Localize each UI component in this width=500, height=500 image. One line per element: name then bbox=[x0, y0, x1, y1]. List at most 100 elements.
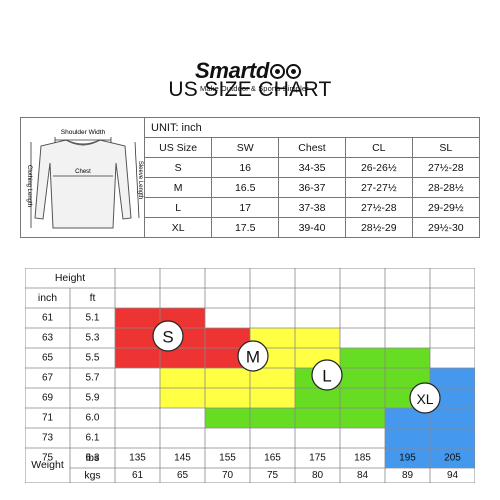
weight-lbs-label: 205 bbox=[444, 453, 461, 464]
table-row-cell: 26-26½ bbox=[344, 157, 413, 178]
size-zone-xl-cell bbox=[385, 448, 430, 468]
size-zone-s-cell bbox=[115, 308, 160, 328]
inch-header: inch bbox=[38, 292, 57, 304]
height-inch-label: 69 bbox=[42, 393, 54, 404]
weight-lbs-label: 145 bbox=[174, 453, 191, 464]
table-row-cell: 16.5 bbox=[211, 177, 280, 198]
table-row-cell: 34-35 bbox=[278, 157, 346, 178]
brand-logo: Smartd Make Outdoor & Sports Simpler bbox=[0, 28, 500, 93]
table-row-cell: 39-40 bbox=[278, 217, 346, 237]
size-zone-s-cell bbox=[160, 348, 205, 368]
weight-lbs-label: 135 bbox=[129, 453, 146, 464]
size-zone-m-cell bbox=[250, 368, 295, 388]
size-badge-s bbox=[152, 320, 184, 352]
size-zone-s-cell bbox=[115, 348, 160, 368]
size-zone-l-cell bbox=[385, 348, 430, 368]
height-ft-label: 6.0 bbox=[86, 413, 100, 424]
us-size-table: Shoulder Width Chest Clothing Length Sle… bbox=[20, 117, 480, 238]
table-row-cell: 29-29½ bbox=[411, 197, 479, 218]
size-zone-m-cell bbox=[205, 388, 250, 408]
height-inch-label: 67 bbox=[42, 373, 54, 384]
height-ft-label: 5.3 bbox=[86, 333, 100, 344]
height-ft-label: 6.1 bbox=[86, 433, 100, 444]
table-header-row-cell: SW bbox=[211, 138, 280, 158]
size-zone-l-cell bbox=[295, 388, 340, 408]
height-inch-label: 61 bbox=[42, 313, 54, 324]
table-row-cell: 17.5 bbox=[211, 217, 280, 237]
ft-header: ft bbox=[90, 292, 96, 304]
height-header-cell bbox=[25, 268, 115, 288]
table-row-cell: S bbox=[145, 157, 213, 178]
sleeve-length-label: Sleeve Length bbox=[137, 161, 143, 199]
clothing-length-label: Clothing Length bbox=[26, 165, 32, 207]
kgs-header: kgs bbox=[84, 470, 100, 482]
size-badge-l bbox=[311, 359, 343, 391]
size-zone-m-cell bbox=[295, 328, 340, 348]
size-zone-s-cell bbox=[115, 328, 160, 348]
weight-kgs-label: 61 bbox=[132, 470, 144, 481]
table-row-cell: 28½-29 bbox=[344, 217, 413, 237]
height-ft-label: 5.9 bbox=[86, 393, 100, 404]
table-row-cell: 28-28½ bbox=[411, 177, 479, 198]
table-row: M 16.5 36-37 27-27½ 28-28½ bbox=[145, 177, 479, 198]
table-row-cell: 29½-30 bbox=[411, 217, 479, 237]
table-row-cell: 27-27½ bbox=[344, 177, 413, 198]
table-row-cell: 37-38 bbox=[278, 197, 346, 218]
size-zone-l-cell bbox=[340, 408, 385, 428]
table-row-cell: 36-37 bbox=[278, 177, 346, 198]
shirt-diagram: Shoulder Width Chest Clothing Length Sle… bbox=[26, 129, 143, 229]
size-zone-l-cell bbox=[385, 368, 430, 388]
us-size-grid: US Size SW Chest CL SL S 16 34-35 26-26½ 27½-28 M 1… bbox=[145, 138, 479, 237]
brand-name: Smartd bbox=[195, 58, 301, 84]
size-badge-label: M bbox=[246, 348, 260, 367]
size-zone-l-cell bbox=[250, 408, 295, 428]
size-badge-m bbox=[237, 340, 269, 372]
unit-label: UNIT: inch bbox=[145, 118, 479, 138]
height-inch-label: 73 bbox=[42, 433, 54, 444]
table-row: L 17 37-38 27½-28 29-29½ bbox=[145, 197, 479, 218]
height-header: Height bbox=[55, 272, 85, 284]
weight-lbs-label: 175 bbox=[309, 453, 326, 464]
weight-header: Weight bbox=[31, 459, 64, 471]
table-header-row: US Size SW Chest CL SL bbox=[145, 138, 479, 158]
weight-label-cell bbox=[25, 449, 70, 483]
size-badge-label: L bbox=[322, 367, 331, 386]
table-row-cell: XL bbox=[145, 217, 213, 237]
size-zone-l-cell bbox=[295, 408, 340, 428]
height-ft-label: 6.3 bbox=[86, 453, 100, 464]
size-zone-xl-cell bbox=[430, 448, 475, 468]
height-ft-label: 5.5 bbox=[86, 353, 100, 364]
size-zone-s-cell bbox=[205, 328, 250, 348]
height-inch-label: 65 bbox=[42, 353, 54, 364]
chest-label: Chest bbox=[75, 169, 91, 175]
weight-lbs-label: 155 bbox=[219, 453, 236, 464]
size-zone-l-cell bbox=[340, 388, 385, 408]
size-zone-xl-cell bbox=[385, 428, 430, 448]
size-zone-m-cell bbox=[160, 368, 205, 388]
weight-kgs-label: 89 bbox=[402, 470, 414, 481]
weight-kgs-label: 84 bbox=[357, 470, 369, 481]
size-zone-m-cell bbox=[250, 388, 295, 408]
size-zone-l-cell bbox=[340, 368, 385, 388]
size-zone-m-cell bbox=[160, 388, 205, 408]
table-row-cell: 16 bbox=[211, 157, 280, 178]
table-row-cell: 27½-28 bbox=[411, 157, 479, 178]
height-weight-chart: Height inch ft 61 5.1 63 5.3 65 5.5 67 5.7 69 5.9 71 6… bbox=[25, 268, 475, 483]
size-zone-xl-cell bbox=[385, 408, 430, 428]
size-zone-xl-cell bbox=[430, 368, 475, 388]
page-title: US SIZE CHART bbox=[168, 78, 332, 101]
height-ft-label: 5.1 bbox=[86, 313, 100, 324]
weight-kgs-label: 65 bbox=[177, 470, 189, 481]
table-row-cell: L bbox=[145, 197, 213, 218]
table-header-row-cell: US Size bbox=[145, 138, 213, 158]
brand-tagline: Make Outdoor & Sports Simpler bbox=[200, 84, 309, 93]
lbs-header: lbs bbox=[86, 452, 99, 464]
table-row-cell: 17 bbox=[211, 197, 280, 218]
size-badge-label: XL bbox=[416, 391, 433, 407]
weight-lbs-label: 165 bbox=[264, 453, 281, 464]
shirt-illustration: Shoulder Width Chest Clothing Length Sle… bbox=[21, 118, 145, 237]
weight-lbs-label: 185 bbox=[354, 453, 371, 464]
table-header-row-cell: Chest bbox=[278, 138, 346, 158]
table-header-row-cell: CL bbox=[344, 138, 413, 158]
height-weight-grid: Height inch ft 61 5.1 63 5.3 65 5.5 67 5.7 69 5.9 71 6… bbox=[25, 268, 475, 483]
